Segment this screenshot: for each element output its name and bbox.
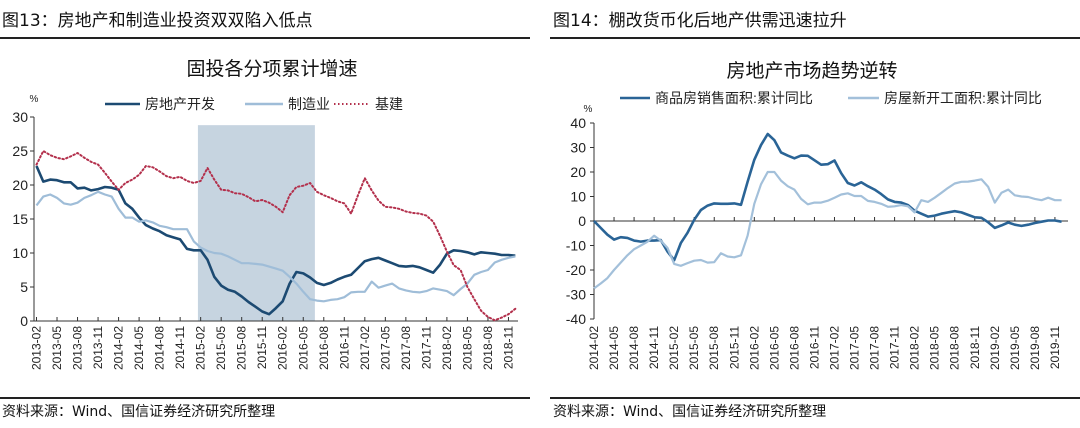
x-tick-label: 2015-05 [687,326,701,370]
y-tick-label: 5 [20,279,28,295]
x-tick-label: 2014-02 [587,326,601,370]
x-tick-label: 2016-11 [807,326,821,369]
right-title-rule [550,37,1080,39]
left-figure-title: 图13：房地产和制造业投资双双陷入低点 [2,11,313,31]
legend-label-1: 制造业 [288,96,330,112]
series-line-1 [35,190,516,303]
y-tick-label: -30 [566,287,586,303]
x-tick-label: 2017-08 [868,326,882,370]
x-tick-label: 2017-08 [399,326,413,370]
left-title-rule [0,37,530,39]
x-tick-label: 2014-11 [647,326,661,369]
x-tick-label: 2016-11 [337,326,351,369]
x-tick-label: 2018-08 [481,326,495,370]
y-tick-label: 15 [12,211,28,227]
x-tick-label: 2016-08 [317,326,331,370]
series-line-1 [593,170,1062,290]
x-tick-label: 2015-11 [255,326,269,369]
y-unit-label: % [30,94,39,105]
x-tick-label: 2016-02 [276,326,290,370]
x-tick-label: 2017-05 [848,326,862,370]
x-tick-label: 2016-05 [767,326,781,370]
x-tick-label: 2014-02 [112,326,126,370]
y-unit-label: % [584,104,593,115]
right-figure-title: 图14：棚改货币化后地产供需迅速拉升 [553,11,847,31]
series-line-0 [35,165,516,316]
x-tick-label: 2015-05 [214,326,228,370]
shaded-period [197,125,315,321]
x-tick-label: 2019-08 [1028,326,1042,370]
x-tick-label: 2015-02 [194,326,208,370]
x-tick-label: 2018-11 [501,326,515,369]
y-tick-label: 20 [12,177,28,193]
left-chart-title: 固投各分项累计增速 [186,58,358,80]
legend-label-0: 房地产开发 [145,96,215,112]
x-tick-label: 2016-08 [787,326,801,370]
x-tick-label: 2014-05 [607,326,621,370]
x-tick-label: 2018-02 [908,326,922,370]
right-bottom-rule [550,397,1080,399]
x-tick-label: 2019-05 [1008,326,1022,370]
y-tick-label: 10 [570,189,586,205]
x-tick-label: 2018-02 [440,326,454,370]
x-tick-label: 2017-11 [419,326,433,369]
y-tick-label: 30 [570,140,586,156]
x-tick-label: 2017-05 [378,326,392,370]
x-tick-label: 2013-05 [50,326,64,370]
x-tick-label: 2016-05 [296,326,310,370]
y-tick-label: -20 [566,262,586,278]
legend-label-2: 基建 [375,96,403,112]
left-chart: 0 5 10 15 20 25 30% 2013-02 2013-05 2013-08 2013-1… [12,94,518,370]
x-tick-label: 2017-02 [827,326,841,370]
x-tick-label: 2015-02 [667,326,681,370]
x-tick-label: 2014-05 [132,326,146,370]
x-tick-label: 2017-02 [358,326,372,370]
x-tick-label: 2015-11 [727,326,741,369]
y-tick-label: -40 [566,311,586,327]
x-tick-label: 2018-11 [968,326,982,369]
x-tick-label: 2018-05 [460,326,474,370]
x-tick-label: 2016-02 [747,326,761,370]
right-source-note: 资料来源：Wind、国信证券经济研究所整理 [553,404,827,420]
y-tick-label: 30 [12,109,28,125]
x-tick-label: 2013-02 [30,326,44,370]
left-source-note: 资料来源：Wind、国信证券经济研究所整理 [2,404,276,420]
y-tick-label: 40 [570,115,586,131]
y-tick-label: 0 [20,313,28,329]
x-tick-label: 2019-02 [988,326,1002,370]
x-tick-label: 2014-08 [627,326,641,370]
y-tick-label: -10 [566,238,586,254]
legend-label-1: 房屋新开工面积:累计同比 [884,90,1042,106]
left-bottom-rule [0,397,530,399]
right-chart-title: 房地产市场趋势逆转 [726,60,898,82]
legend-label-0: 商品房销售面积:累计同比 [655,90,813,106]
series-line-2 [35,150,517,322]
x-tick-label: 2018-05 [928,326,942,370]
x-tick-label: 2017-11 [888,326,902,369]
x-tick-label: 2014-08 [153,326,167,370]
x-tick-label: 2015-08 [707,326,721,370]
x-tick-label: 2013-08 [71,326,85,370]
x-tick-label: 2018-08 [948,326,962,370]
y-tick-label: 0 [578,213,586,229]
x-tick-label: 2014-11 [173,326,187,369]
x-tick-label: 2013-11 [91,326,105,369]
y-tick-label: 10 [12,245,28,261]
x-tick-label: 2015-08 [235,326,249,370]
y-tick-label: 20 [570,164,586,180]
right-chart: -40 -30 -20 -10 0 10 20 30 40% 2014-02 2014-05 2014… [566,90,1068,370]
x-tick-label: 2019-11 [1048,326,1062,369]
y-tick-label: 25 [12,143,28,159]
